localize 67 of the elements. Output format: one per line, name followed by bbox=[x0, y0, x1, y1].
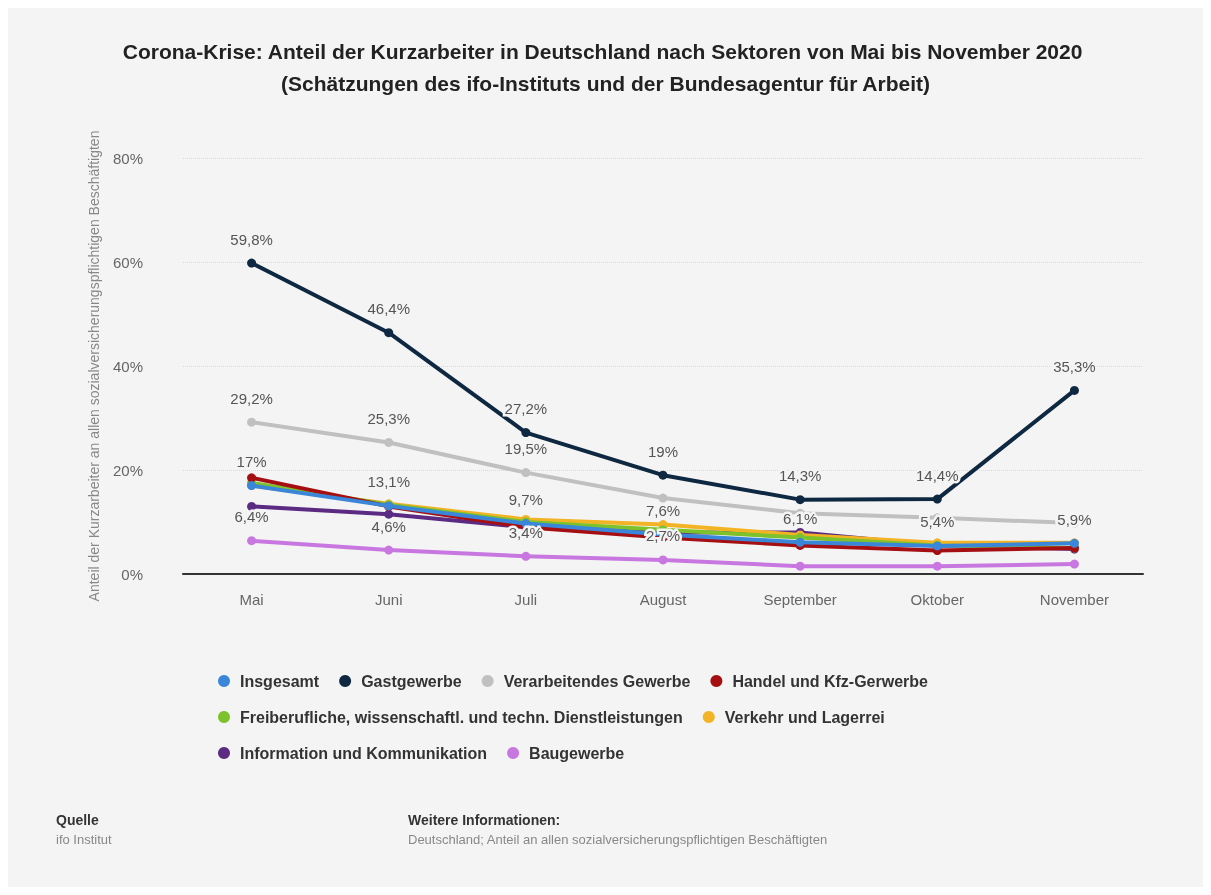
x-tick-label: Juli bbox=[514, 591, 538, 608]
y-tick-label: 60% bbox=[112, 253, 143, 271]
data-label: 19,5% bbox=[504, 440, 548, 458]
x-tick-label: Mai bbox=[239, 591, 264, 608]
point bbox=[247, 417, 257, 427]
legend-label: Verkehr und Lagerrei bbox=[724, 708, 885, 726]
point bbox=[384, 437, 394, 447]
point bbox=[247, 258, 257, 268]
point bbox=[384, 328, 394, 338]
legend-label: Gastgewerbe bbox=[361, 672, 462, 690]
data-label: 46,4% bbox=[367, 300, 410, 318]
point bbox=[658, 555, 668, 565]
y-tick-label: 40% bbox=[112, 357, 143, 375]
y-tick-label: 0% bbox=[121, 565, 143, 583]
legend-label: Baugewerbe bbox=[529, 744, 625, 762]
point bbox=[384, 509, 394, 519]
data-label: 5,9% bbox=[1057, 510, 1092, 528]
point bbox=[521, 428, 531, 438]
legend-label: Information und Kommunikation bbox=[240, 744, 488, 762]
data-label: 14,3% bbox=[778, 467, 822, 485]
data-label: 6,1% bbox=[783, 509, 818, 527]
point bbox=[658, 493, 668, 503]
legend-label: Handel und Kfz-Gerwerbe bbox=[732, 672, 929, 690]
data-label: 13,1% bbox=[367, 473, 410, 491]
data-label: 35,3% bbox=[1053, 357, 1096, 375]
text: Weitere Informationen: bbox=[408, 812, 561, 828]
point bbox=[932, 561, 942, 571]
legend-label: Verarbeitendes Gewerbe bbox=[503, 672, 691, 690]
text: ifo Institut bbox=[56, 832, 113, 847]
y-axis-title: Anteil der Kurzarbeiter an allen sozialversicherungspflichtigen Beschäftigten bbox=[85, 130, 102, 602]
point bbox=[795, 495, 805, 505]
data-label: 4,6% bbox=[371, 517, 406, 535]
text: Deutschland; Anteil an allen sozialversicherungspflichtigen Beschäftigten bbox=[408, 832, 828, 847]
point bbox=[521, 551, 531, 561]
legend-label: Freiberufliche, wissenschaftl. und techn. Dienstleistungen bbox=[240, 708, 683, 726]
point bbox=[384, 545, 394, 555]
data-label: 2,7% bbox=[645, 527, 681, 545]
point bbox=[247, 501, 257, 511]
data-label: 17% bbox=[236, 453, 267, 471]
data-label: 14,4% bbox=[916, 466, 959, 484]
data-label: 5,4% bbox=[920, 513, 955, 531]
data-label: 29,2% bbox=[230, 389, 273, 407]
data-label: 7,6% bbox=[645, 501, 681, 519]
point bbox=[932, 494, 942, 504]
y-tick-label: 80% bbox=[112, 149, 143, 167]
data-label: 19% bbox=[647, 442, 679, 460]
x-tick-label: Oktober bbox=[910, 591, 964, 608]
data-label: 59,8% bbox=[230, 230, 273, 248]
point bbox=[247, 473, 257, 483]
data-label: 9,7% bbox=[508, 491, 543, 509]
point bbox=[795, 561, 805, 571]
point bbox=[1069, 385, 1079, 395]
chart-title: Corona-Krise: Anteil der Kurzarbeiter in Deutschland nach Sektoren von Mai bis November 2020 (Schätzungen des ifo-Instituts und der Bundesagentur für Arbeit) bbox=[122, 39, 1089, 95]
point bbox=[1069, 559, 1079, 569]
x-tick-label: November bbox=[1039, 591, 1110, 608]
data-label: 6,4% bbox=[234, 508, 269, 526]
data-label: 27,2% bbox=[504, 400, 548, 418]
x-tick-label: Juni bbox=[374, 591, 403, 608]
text: Quelle bbox=[56, 812, 100, 828]
data-label: 25,3% bbox=[367, 409, 410, 427]
legend-label: Insgesamt bbox=[240, 672, 320, 690]
x-tick-label: August bbox=[639, 591, 688, 608]
point bbox=[658, 470, 668, 480]
point bbox=[247, 536, 257, 546]
point bbox=[521, 468, 531, 478]
y-tick-label: 20% bbox=[112, 461, 143, 479]
x-tick-label: September bbox=[763, 591, 837, 608]
